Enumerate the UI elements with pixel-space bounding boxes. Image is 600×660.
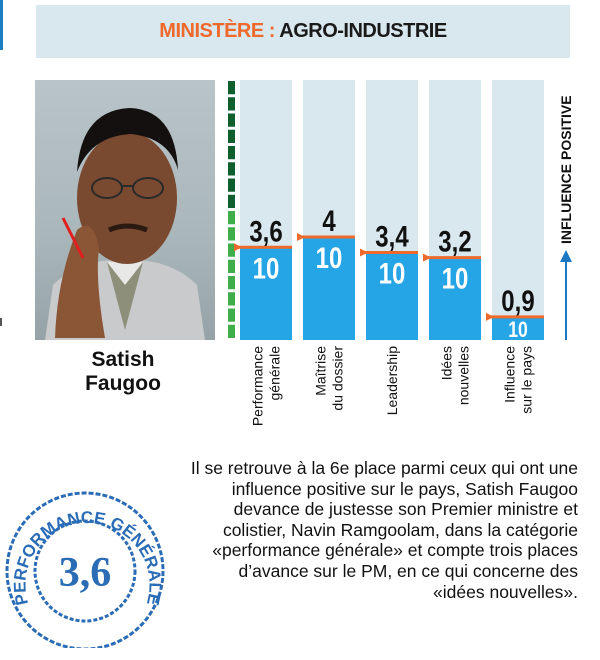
- score-bar: [429, 257, 481, 340]
- scale-segment: [228, 227, 235, 241]
- category-label: générale: [267, 346, 283, 401]
- stamp-value: 3,6: [59, 550, 112, 596]
- score-bar: [303, 237, 355, 340]
- scale-segment: [228, 292, 235, 306]
- description-line: devance de justesse son Premier ministre…: [233, 499, 578, 520]
- value-label: 0,9: [501, 283, 534, 317]
- max-label: 10: [442, 261, 469, 295]
- scale-segment: [228, 324, 235, 338]
- edge-mark: [0, 318, 2, 326]
- scale-segment: [228, 129, 235, 143]
- score-bar: [240, 247, 292, 340]
- score-bar: [492, 316, 544, 340]
- category-label: Influence: [502, 346, 518, 403]
- scale-segment: [228, 113, 235, 127]
- stamp-inner-ring: [33, 519, 137, 623]
- category-label: sur le pays: [519, 346, 535, 414]
- category-label: Maîtrise: [313, 346, 329, 396]
- person-name: Satish Faugoo: [48, 348, 198, 396]
- scale-segment: [228, 81, 235, 95]
- scale-segment: [228, 211, 235, 225]
- scale-segment: [228, 146, 235, 160]
- description-line: «idées nouvelles».: [433, 581, 578, 602]
- axis-label: INFLUENCE POSITIVE: [558, 95, 574, 244]
- person-last-name: Faugoo: [85, 372, 161, 395]
- performance-stamp: PERFORMANCE GÉNÉRALE 3,6: [5, 491, 165, 648]
- max-label: 10: [316, 240, 343, 274]
- score-marker-arrow: [486, 312, 494, 321]
- scale-segment: [228, 308, 235, 322]
- value-label: 3,4: [375, 219, 408, 253]
- portrait-illustration: [45, 108, 205, 340]
- scale-segment: [228, 178, 235, 192]
- scale-segment: [228, 194, 235, 208]
- description-line: Il se retrouve à la 6e place parmi ceux …: [190, 458, 578, 478]
- description: Il se retrouve à la 6e place parmi ceux …: [150, 458, 578, 602]
- score-marker-arrow: [360, 248, 368, 257]
- score-marker-arrow: [423, 253, 431, 262]
- portrait-photo: [35, 80, 215, 340]
- max-label: 10: [379, 256, 406, 290]
- person-first-name: Satish: [91, 348, 155, 371]
- ministry-header: MINISTÈRE : AGRO-INDUSTRIE: [36, 5, 570, 58]
- description-line: d’avance sur le PM, en ce qui concerne d…: [238, 560, 579, 581]
- category-label: du dossier: [330, 346, 346, 411]
- category-label: nouvelles: [456, 346, 472, 405]
- max-label: 10: [508, 318, 528, 342]
- ministry-label: MINISTÈRE :: [159, 20, 275, 42]
- score-marker-arrow: [234, 243, 242, 252]
- value-label: 3,6: [249, 214, 282, 248]
- description-line: colistier, Navin Ramgoolam, dans la caté…: [222, 519, 578, 540]
- edge-accent: [0, 0, 3, 50]
- score-marker-arrow: [297, 233, 305, 241]
- ministry-value: AGRO-INDUSTRIE: [279, 20, 447, 42]
- axis-arrow-head: [560, 250, 572, 262]
- value-label: 4: [322, 203, 335, 237]
- scale-segment: [228, 259, 235, 273]
- category-label: Leadership: [384, 346, 400, 415]
- description-line: «performance générale» et compte trois p…: [212, 540, 578, 561]
- category-label: Idées: [439, 346, 455, 380]
- scale-segment: [228, 243, 235, 257]
- category-label: Performance: [250, 346, 266, 426]
- column-background: [492, 80, 544, 340]
- description-line: influence positive sur le pays, Satish F…: [231, 478, 578, 499]
- stamp-outer-ring: [5, 491, 165, 648]
- scale-segment: [228, 97, 235, 111]
- value-label: 3,2: [438, 224, 471, 258]
- score-bar: [366, 252, 418, 340]
- scale-segment: [228, 162, 235, 176]
- scale-segment: [228, 276, 235, 290]
- max-label: 10: [253, 251, 280, 285]
